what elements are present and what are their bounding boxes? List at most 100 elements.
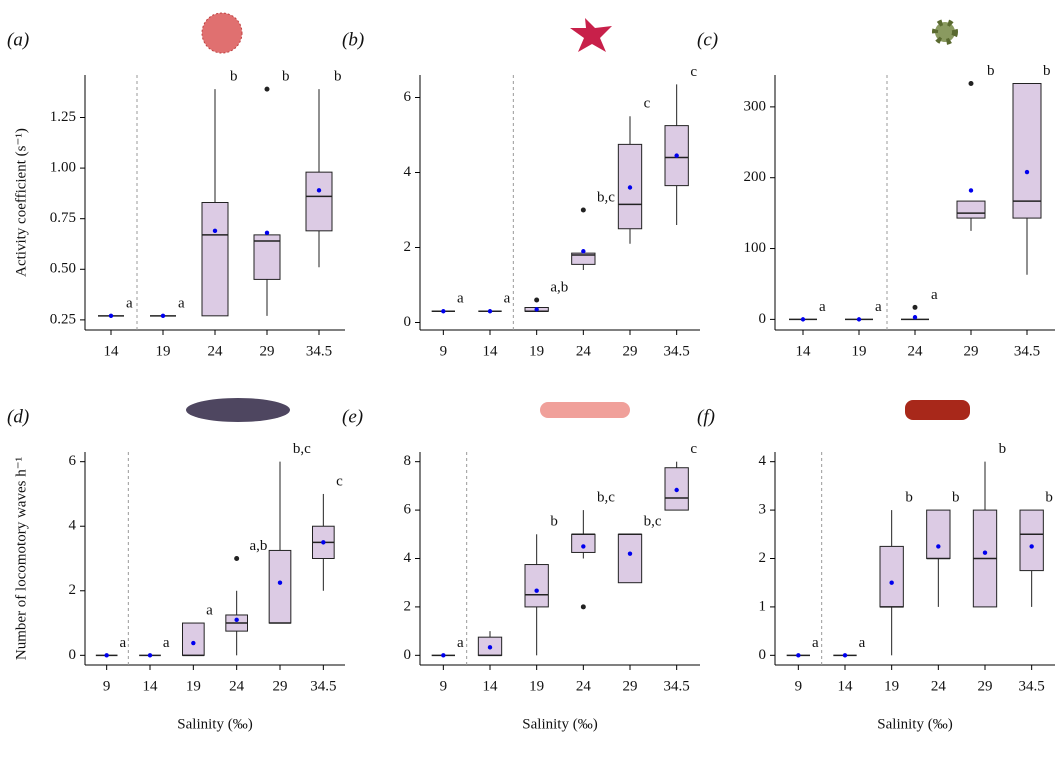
y-tick-label: 2 (759, 550, 767, 566)
mean-point (674, 488, 678, 492)
significance-letter: a (163, 635, 170, 651)
y-tick-label: 2 (404, 239, 412, 255)
x-tick-label: 29 (623, 343, 638, 359)
outlier (913, 305, 918, 310)
significance-letter: b,c (597, 189, 615, 205)
x-tick-label: 34.5 (310, 678, 336, 694)
mean-point (628, 551, 632, 555)
outlier (581, 604, 586, 609)
y-tick-label: 6 (404, 502, 412, 518)
x-tick-label: 9 (440, 678, 448, 694)
significance-letter: c (644, 96, 651, 112)
panel-label: (f) (697, 406, 715, 427)
y-tick-label: 2 (69, 582, 77, 598)
box (927, 510, 950, 558)
significance-letter: b (550, 514, 558, 530)
mean-point (936, 544, 940, 548)
significance-letter: b (952, 490, 960, 506)
mean-point (581, 544, 585, 548)
y-tick-label: 1 (759, 598, 767, 614)
mean-point (488, 645, 492, 649)
significance-letter: b (905, 490, 913, 506)
mean-point (213, 229, 217, 233)
mean-point (488, 309, 492, 313)
x-tick-label: 29 (260, 343, 275, 359)
x-tick-label: 19 (529, 678, 544, 694)
significance-letter: a (504, 291, 511, 307)
icons (186, 13, 970, 422)
outlier (534, 298, 539, 303)
y-tick-label: 100 (744, 240, 767, 256)
x-tick-label: 34.5 (664, 343, 690, 359)
panel-label: (e) (342, 406, 363, 427)
significance-letter: b,c (644, 514, 662, 530)
mean-point (265, 231, 269, 235)
x-tick-label: 24 (229, 678, 245, 694)
box (1013, 84, 1041, 219)
x-tick-label: 34.5 (1014, 343, 1040, 359)
panel: (c)010020030014a19a24a29b34.5b (697, 29, 1055, 359)
significance-letter: a (812, 635, 819, 651)
urchin-icon (202, 13, 242, 53)
mean-point (857, 317, 861, 321)
significance-letter: a (859, 635, 866, 651)
significance-letter: b (334, 69, 342, 85)
panel-label: (a) (7, 29, 29, 50)
significance-letter: c (336, 473, 343, 489)
significance-letter: a (819, 299, 826, 315)
mean-point (109, 314, 113, 318)
mean-point (534, 588, 538, 592)
mean-point (801, 317, 805, 321)
mean-point (889, 581, 893, 585)
mean-point (317, 188, 321, 192)
cucumber-red-icon (905, 400, 970, 420)
x-axis-label: Salinity (‰) (522, 716, 597, 732)
y-tick-label: 2 (404, 598, 412, 614)
significance-letter: c (690, 64, 697, 80)
x-tick-label: 24 (931, 678, 947, 694)
box (183, 623, 205, 655)
x-tick-label: 19 (156, 343, 171, 359)
x-tick-label: 9 (103, 678, 111, 694)
significance-letter: b (1045, 490, 1053, 506)
box (269, 550, 291, 623)
x-tick-label: 14 (104, 343, 120, 359)
outlier (234, 556, 239, 561)
x-tick-label: 29 (623, 678, 638, 694)
mean-point (1025, 170, 1029, 174)
significance-letter: a (126, 295, 133, 311)
y-tick-label: 0 (404, 314, 412, 330)
mean-point (191, 641, 195, 645)
significance-letter: b (1043, 63, 1051, 79)
box (618, 534, 641, 582)
y-tick-label: 4 (759, 453, 767, 469)
box (572, 534, 595, 552)
mean-point (161, 314, 165, 318)
mean-point (628, 185, 632, 189)
significance-letter: b (282, 69, 290, 85)
panel-label: (b) (342, 29, 364, 50)
mean-point (983, 550, 987, 554)
y-tick-label: 4 (69, 518, 77, 534)
y-tick-label: 0 (69, 647, 77, 663)
significance-letter: a (931, 287, 938, 303)
box (1020, 510, 1043, 571)
box (880, 546, 903, 607)
y-tick-label: 4 (404, 550, 412, 566)
x-tick-label: 29 (273, 678, 288, 694)
x-tick-label: 34.5 (306, 343, 332, 359)
x-axis-label: Salinity (‰) (177, 716, 252, 732)
significance-letter: a,b (550, 279, 568, 295)
mean-point (674, 153, 678, 157)
figure: (a)0.250.500.751.001.25Activity coeffici… (0, 0, 1064, 758)
x-tick-label: 24 (576, 343, 592, 359)
starfish-icon (570, 18, 612, 52)
significance-letter: a (457, 291, 464, 307)
significance-letter: a (178, 295, 185, 311)
y-tick-label: 8 (404, 453, 412, 469)
y-tick-label: 0 (404, 647, 412, 663)
x-tick-label: 9 (440, 343, 448, 359)
outlier (265, 87, 270, 92)
